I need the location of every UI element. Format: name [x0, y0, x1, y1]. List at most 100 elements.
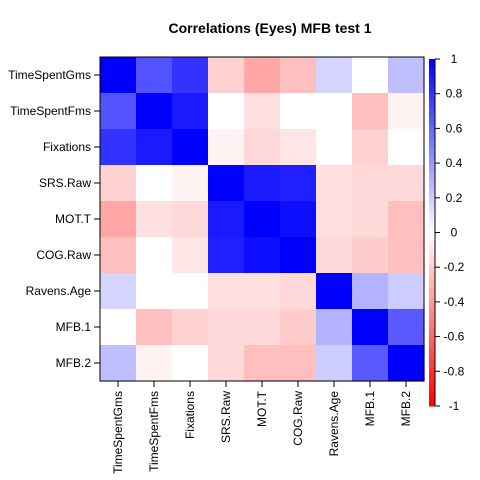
- colorbar-swatch: [429, 288, 435, 292]
- colorbar-tick-label: 0.2: [446, 191, 463, 205]
- colorbar-swatch: [429, 322, 435, 327]
- heatmap-cell: [100, 129, 137, 166]
- colorbar-swatch: [429, 388, 435, 393]
- heatmap-cell: [244, 93, 281, 130]
- heatmap-cell: [280, 57, 317, 94]
- colorbar-swatch: [429, 364, 435, 369]
- heatmap-cell: [244, 129, 281, 166]
- heatmap-cell: [316, 273, 353, 310]
- heatmap-cell: [136, 57, 173, 94]
- heatmap-cell: [172, 201, 209, 238]
- colorbar-tick-label: -1: [449, 399, 460, 413]
- colorbar-swatch: [429, 399, 435, 404]
- colorbar-swatch: [429, 395, 435, 400]
- heatmap-cell: [388, 345, 425, 382]
- colorbar-tick-label: 0.4: [446, 156, 463, 170]
- heatmap-cell: [352, 129, 389, 166]
- colorbar-swatch: [429, 274, 435, 279]
- colorbar-swatch: [429, 242, 435, 247]
- colorbar-swatch: [429, 149, 435, 154]
- colorbar-swatch: [429, 371, 435, 376]
- colorbar-swatch: [429, 180, 435, 185]
- row-tick-label: SRS.Raw: [39, 176, 91, 190]
- colorbar-swatch: [429, 72, 435, 77]
- colorbar-swatch: [429, 204, 435, 209]
- colorbar-tick-label: -0.4: [444, 295, 465, 309]
- row-tick-label: MOT.T: [55, 212, 92, 226]
- colorbar-swatch: [429, 211, 435, 216]
- colorbar-tick-label: -0.2: [444, 260, 465, 274]
- colorbar-swatch: [429, 367, 435, 372]
- heatmap-cell: [208, 273, 245, 310]
- heatmap-cell: [388, 237, 425, 274]
- colorbar-swatch: [429, 281, 435, 286]
- heatmap-cell: [280, 129, 317, 166]
- colorbar-swatch: [429, 246, 435, 251]
- heatmap-cell: [172, 165, 209, 202]
- heatmap-cell: [352, 309, 389, 346]
- heatmap-cell: [172, 93, 209, 130]
- colorbar-swatch: [429, 222, 435, 227]
- colorbar-swatch: [429, 215, 435, 220]
- colorbar-swatch: [429, 111, 435, 116]
- heatmap-cell: [208, 165, 245, 202]
- column-axis: TimeSpentGms TimeSpentFms Fixations SRS.Raw…: [111, 381, 413, 474]
- colorbar-swatch: [429, 381, 435, 386]
- column-tick-label: MFB.2: [399, 391, 413, 427]
- heatmap-cell: [280, 165, 317, 202]
- row-tick-label: MFB.2: [56, 356, 92, 370]
- colorbar-swatch: [429, 277, 435, 282]
- heatmap-cell: [172, 273, 209, 310]
- heatmap-cell: [352, 57, 389, 94]
- heatmap-cell: [388, 201, 425, 238]
- colorbar-swatch: [429, 117, 435, 122]
- colorbar-swatch: [429, 308, 435, 313]
- colorbar-swatch: [429, 333, 435, 338]
- heatmap-cell: [172, 237, 209, 274]
- heatmap-cell: [352, 273, 389, 310]
- heatmap-cell: [100, 309, 137, 346]
- heatmap-cells: [100, 57, 425, 382]
- heatmap-cell: [388, 165, 425, 202]
- colorbar-swatch: [429, 201, 435, 206]
- colorbar-swatch: [429, 83, 435, 88]
- column-tick-label: TimeSpentFms: [147, 391, 161, 472]
- heatmap-cell: [244, 273, 281, 310]
- colorbar-swatch: [429, 353, 435, 358]
- colorbar-swatch: [429, 315, 435, 320]
- heatmap-cell: [136, 273, 173, 310]
- colorbar-swatch: [429, 187, 435, 192]
- colorbar-swatch: [429, 256, 435, 261]
- heatmap-cell: [208, 237, 245, 274]
- heatmap-cell: [100, 165, 137, 202]
- colorbar-swatch: [429, 142, 435, 147]
- heatmap-cell: [388, 309, 425, 346]
- heatmap-cell: [136, 93, 173, 130]
- heatmap-cell: [100, 57, 137, 94]
- heatmap-cell: [208, 309, 245, 346]
- heatmap-cell: [208, 129, 245, 166]
- colorbar-swatch: [429, 135, 435, 140]
- colorbar-swatch: [429, 197, 435, 202]
- heatmap-cell: [316, 345, 353, 382]
- column-tick-label: Ravens.Age: [327, 391, 341, 457]
- colorbar-swatch: [429, 374, 435, 379]
- heatmap-cell: [352, 201, 389, 238]
- colorbar-tick-label: 1: [451, 52, 458, 66]
- heatmap-cell: [136, 237, 173, 274]
- colorbar-swatch: [429, 229, 435, 233]
- heatmap-cell: [352, 93, 389, 130]
- colorbar-tick-label: -0.8: [444, 364, 465, 378]
- heatmap-cell: [280, 309, 317, 346]
- row-tick-label: MFB.1: [56, 320, 92, 334]
- colorbar-swatch: [429, 93, 435, 98]
- heatmap-cell: [280, 93, 317, 130]
- colorbar-swatch: [429, 208, 435, 213]
- row-tick-label: TimeSpentFms: [10, 104, 91, 118]
- row-tick-label: Ravens.Age: [26, 284, 92, 298]
- heatmap-cell: [316, 237, 353, 274]
- colorbar-swatch: [429, 121, 435, 126]
- colorbar-swatch: [429, 253, 435, 258]
- colorbar-swatch: [429, 170, 435, 175]
